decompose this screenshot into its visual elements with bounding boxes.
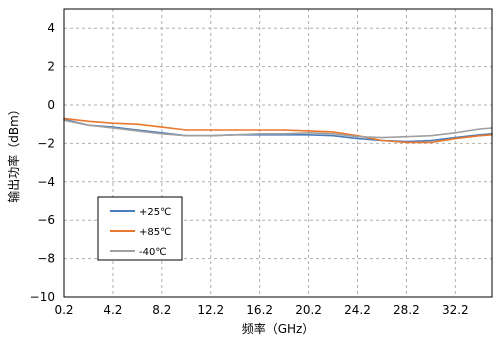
data-point	[283, 129, 285, 131]
data-point	[356, 137, 359, 140]
series-layer	[63, 117, 493, 144]
legend-items: +25℃ +85℃ -40℃	[110, 207, 171, 258]
legend-box	[97, 196, 183, 261]
data-point	[136, 123, 139, 125]
data-point	[332, 131, 334, 133]
x-tick-label: 12.2	[197, 303, 224, 317]
data-point	[454, 132, 457, 134]
y-tick-label: −2	[37, 136, 55, 150]
data-point	[209, 134, 212, 137]
x-tick-label: 4.2	[103, 303, 122, 317]
data-point	[234, 133, 236, 136]
data-point	[478, 128, 481, 130]
data-point	[381, 136, 383, 139]
data-point	[332, 133, 334, 135]
data-point	[112, 122, 114, 125]
data-point	[454, 137, 457, 140]
x-axis-title: 频率（GHz）	[242, 321, 315, 336]
x-tick-label: 0.2	[54, 303, 73, 317]
x-tick-label: 16.2	[246, 303, 273, 317]
data-point	[430, 141, 432, 144]
x-tick-label: 20.2	[295, 303, 322, 317]
data-point	[87, 124, 90, 126]
data-point	[283, 133, 285, 135]
data-point	[430, 139, 432, 142]
y-tick-label: −4	[37, 175, 55, 189]
data-point	[478, 134, 481, 137]
data-point	[381, 139, 383, 142]
y-tick-label: 4	[47, 21, 55, 35]
legend: +25℃ +85℃ -40℃	[97, 196, 183, 261]
data-point	[209, 129, 212, 131]
data-point	[185, 129, 188, 131]
data-point	[136, 130, 139, 132]
y-tick-label: 2	[47, 60, 55, 74]
data-point	[161, 133, 163, 135]
y-tick-label: −10	[30, 290, 55, 304]
data-point	[87, 120, 90, 123]
y-tick-label: 0	[47, 98, 55, 112]
x-tick-label: 8.2	[152, 303, 171, 317]
data-point	[307, 133, 310, 136]
data-point	[405, 141, 408, 144]
data-point	[405, 135, 408, 138]
data-point	[430, 134, 432, 137]
y-axis-title: 输出功率（dBm）	[6, 103, 21, 203]
data-point	[307, 130, 310, 132]
data-point	[185, 134, 188, 137]
legend-label: +25℃	[139, 207, 171, 218]
x-tick-label: 28.2	[393, 303, 420, 317]
x-tick-label: 32.2	[442, 303, 469, 317]
legend-label: +85℃	[139, 227, 171, 238]
data-point	[307, 132, 310, 134]
data-point	[258, 133, 261, 135]
data-point	[112, 127, 114, 129]
data-point	[161, 126, 163, 128]
legend-label: -40℃	[139, 247, 167, 258]
y-tick-label: −6	[37, 213, 55, 227]
grid	[64, 9, 492, 298]
data-point	[356, 135, 359, 138]
tick-layer: 0.2 4.2 8.2 12.2 16.2 20.2 24.2 28.2 32.2 4 2 0 −2 −4…	[30, 21, 469, 317]
y-tick-label: −8	[37, 252, 55, 266]
data-point	[234, 129, 236, 131]
data-point	[332, 134, 334, 137]
plot-frame	[63, 8, 493, 298]
data-point	[258, 129, 261, 131]
x-tick-label: 24.2	[344, 303, 371, 317]
